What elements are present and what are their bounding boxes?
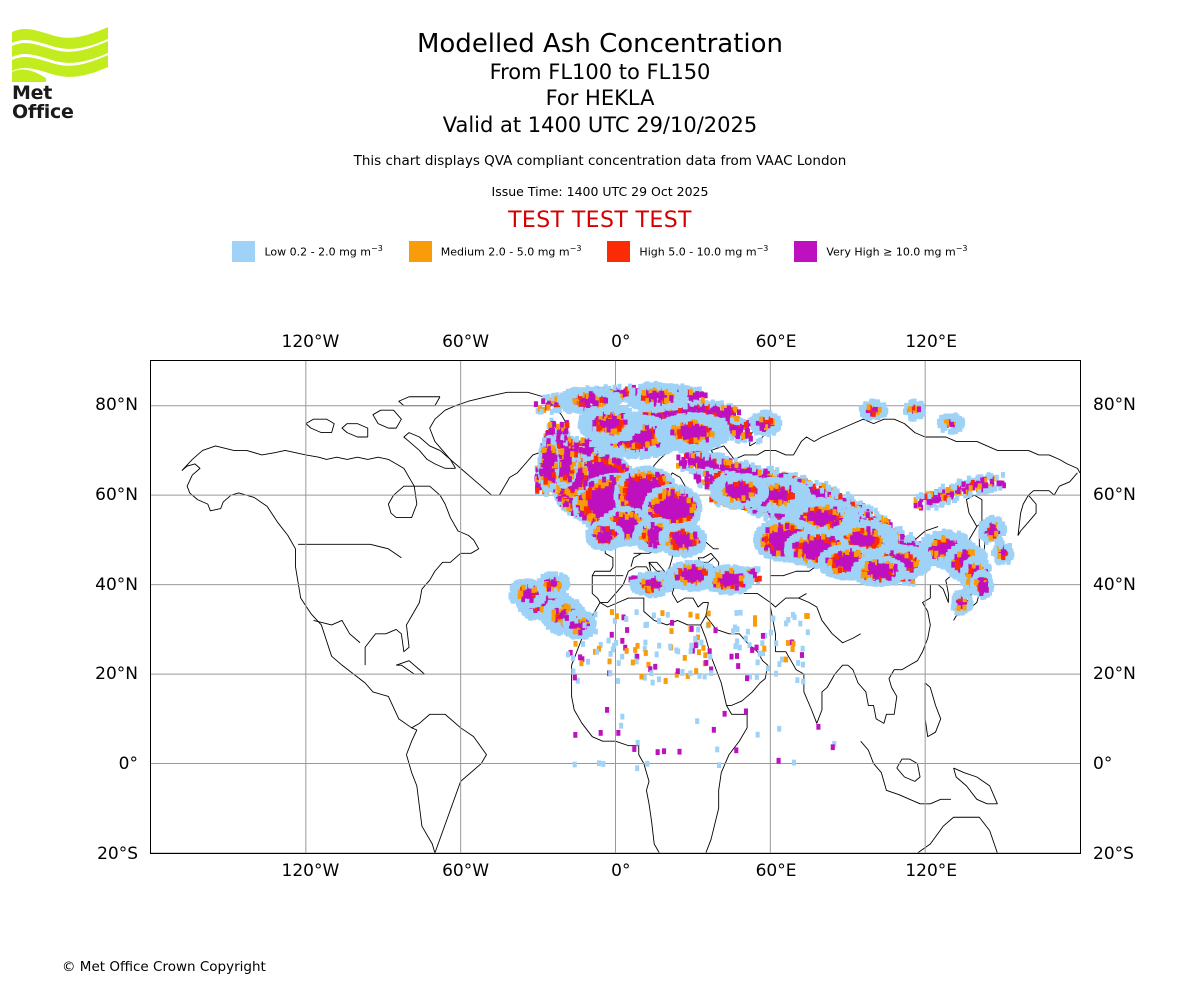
coastline-segment-0: [181, 463, 418, 755]
coastline-segment-33: [313, 619, 361, 644]
coastline-segment-1: [181, 445, 418, 519]
xtick-bottom-3: 60°E: [756, 861, 797, 881]
coastline-segment-3: [429, 391, 567, 496]
xtick-bottom-0: 120°W: [282, 861, 340, 881]
coastline-segment-28: [953, 767, 998, 805]
legend-label-medium: Medium 2.0 - 5.0 mg m−3: [441, 244, 582, 259]
ytick-right-2: 40°N: [1093, 575, 1136, 595]
ash-plume-layer: [508, 380, 1015, 772]
ytick-right-1: 60°N: [1093, 485, 1136, 505]
legend-label-low: Low 0.2 - 2.0 mg m−3: [264, 244, 382, 259]
title-block: Modelled Ash Concentration From FL100 to…: [0, 0, 1200, 233]
copyright-notice: © Met Office Crown Copyright: [62, 959, 266, 975]
xtick-top-1: 60°W: [442, 332, 489, 352]
xtick-bottom-2: 0°: [611, 861, 630, 881]
met-office-wordmark: Met Office: [12, 84, 112, 122]
coastline-segment-44: [798, 597, 861, 644]
ytick-left-0: 80°N: [95, 395, 138, 415]
volcano-subtitle: For HEKLA: [0, 85, 1200, 112]
coastline-segment-26: [860, 740, 951, 805]
ash-concentration-map[interactable]: 120°W 60°W 0° 60°E 120°E 120°W 60°W 0° 6…: [95, 332, 1136, 881]
map-canvas: [151, 361, 1080, 853]
coastline-segment-43: [736, 588, 807, 608]
coastline-segment-7: [372, 409, 402, 429]
xtick-top-4: 120°E: [905, 332, 957, 352]
coastline-segment-18: [705, 615, 769, 706]
ytick-right-0: 80°N: [1093, 395, 1136, 415]
xtick-bottom-1: 60°W: [442, 861, 489, 881]
met-office-waves-icon: [12, 27, 108, 82]
ytick-left-2: 40°N: [95, 575, 138, 595]
legend-item-high: High 5.0 - 10.0 mg m−3: [607, 241, 768, 262]
map-frame: [150, 360, 1081, 854]
valid-time-subtitle: Valid at 1400 UTC 29/10/2025: [0, 112, 1200, 139]
legend-swatch-very-high: [794, 241, 818, 262]
ytick-right-4: 0°: [1093, 754, 1112, 774]
ytick-left-1: 60°N: [95, 485, 138, 505]
xtick-top-0: 120°W: [282, 332, 340, 352]
legend-swatch-low: [232, 241, 256, 262]
legend-item-very-high: Very High ≥ 10.0 mg m−3: [794, 241, 968, 262]
legend-swatch-high: [607, 241, 631, 262]
legend-label-high: High 5.0 - 10.0 mg m−3: [639, 244, 768, 259]
coastline-segment-25: [924, 682, 942, 738]
coastline-segment-15: [599, 552, 720, 626]
coastline-segment-32: [298, 543, 402, 559]
issue-time: Issue Time: 1400 UTC 29 Oct 2025: [0, 184, 1200, 199]
coastline-segment-4: [403, 432, 456, 469]
coastline-segment-17: [700, 624, 748, 853]
coastline-segment-16: [571, 602, 668, 853]
flight-level-subtitle: From FL100 to FL150: [0, 59, 1200, 86]
coastline-segment-31: [907, 816, 998, 853]
coastlines-layer: [181, 391, 1080, 853]
xtick-top-2: 0°: [611, 332, 630, 352]
legend-item-low: Low 0.2 - 2.0 mg m−3: [232, 241, 383, 262]
legend-swatch-medium: [408, 241, 432, 262]
coastline-segment-20: [1017, 472, 1078, 536]
ytick-right-3: 20°N: [1093, 664, 1136, 684]
qva-note: This chart displays QVA compliant concen…: [0, 153, 1200, 169]
concentration-legend: Low 0.2 - 2.0 mg m−3 Medium 2.0 - 5.0 mg…: [0, 241, 1200, 262]
met-office-logo: Met Office: [12, 26, 112, 122]
ytick-left-3: 20°N: [95, 664, 138, 684]
legend-item-medium: Medium 2.0 - 5.0 mg m−3: [408, 241, 582, 262]
coastline-segment-30: [396, 660, 425, 675]
coastline-segment-6: [305, 418, 335, 434]
coastline-segment-2: [364, 485, 480, 666]
xtick-top-3: 60°E: [756, 332, 797, 352]
coastline-segment-8: [398, 396, 441, 407]
coastline-segment-29: [406, 713, 487, 853]
test-banner: TEST TEST TEST: [0, 208, 1200, 233]
xtick-bottom-4: 120°E: [905, 861, 957, 881]
coastline-segment-5: [341, 423, 369, 438]
legend-label-very-high: Very High ≥ 10.0 mg m−3: [826, 244, 967, 259]
ytick-right-5: 20°S: [1093, 844, 1134, 864]
page-title: Modelled Ash Concentration: [0, 30, 1200, 59]
ytick-left-4: 0°: [119, 754, 138, 774]
coastline-segment-27: [896, 758, 921, 782]
coastline-segment-39: [630, 552, 642, 567]
ytick-left-5: 20°S: [97, 844, 138, 864]
